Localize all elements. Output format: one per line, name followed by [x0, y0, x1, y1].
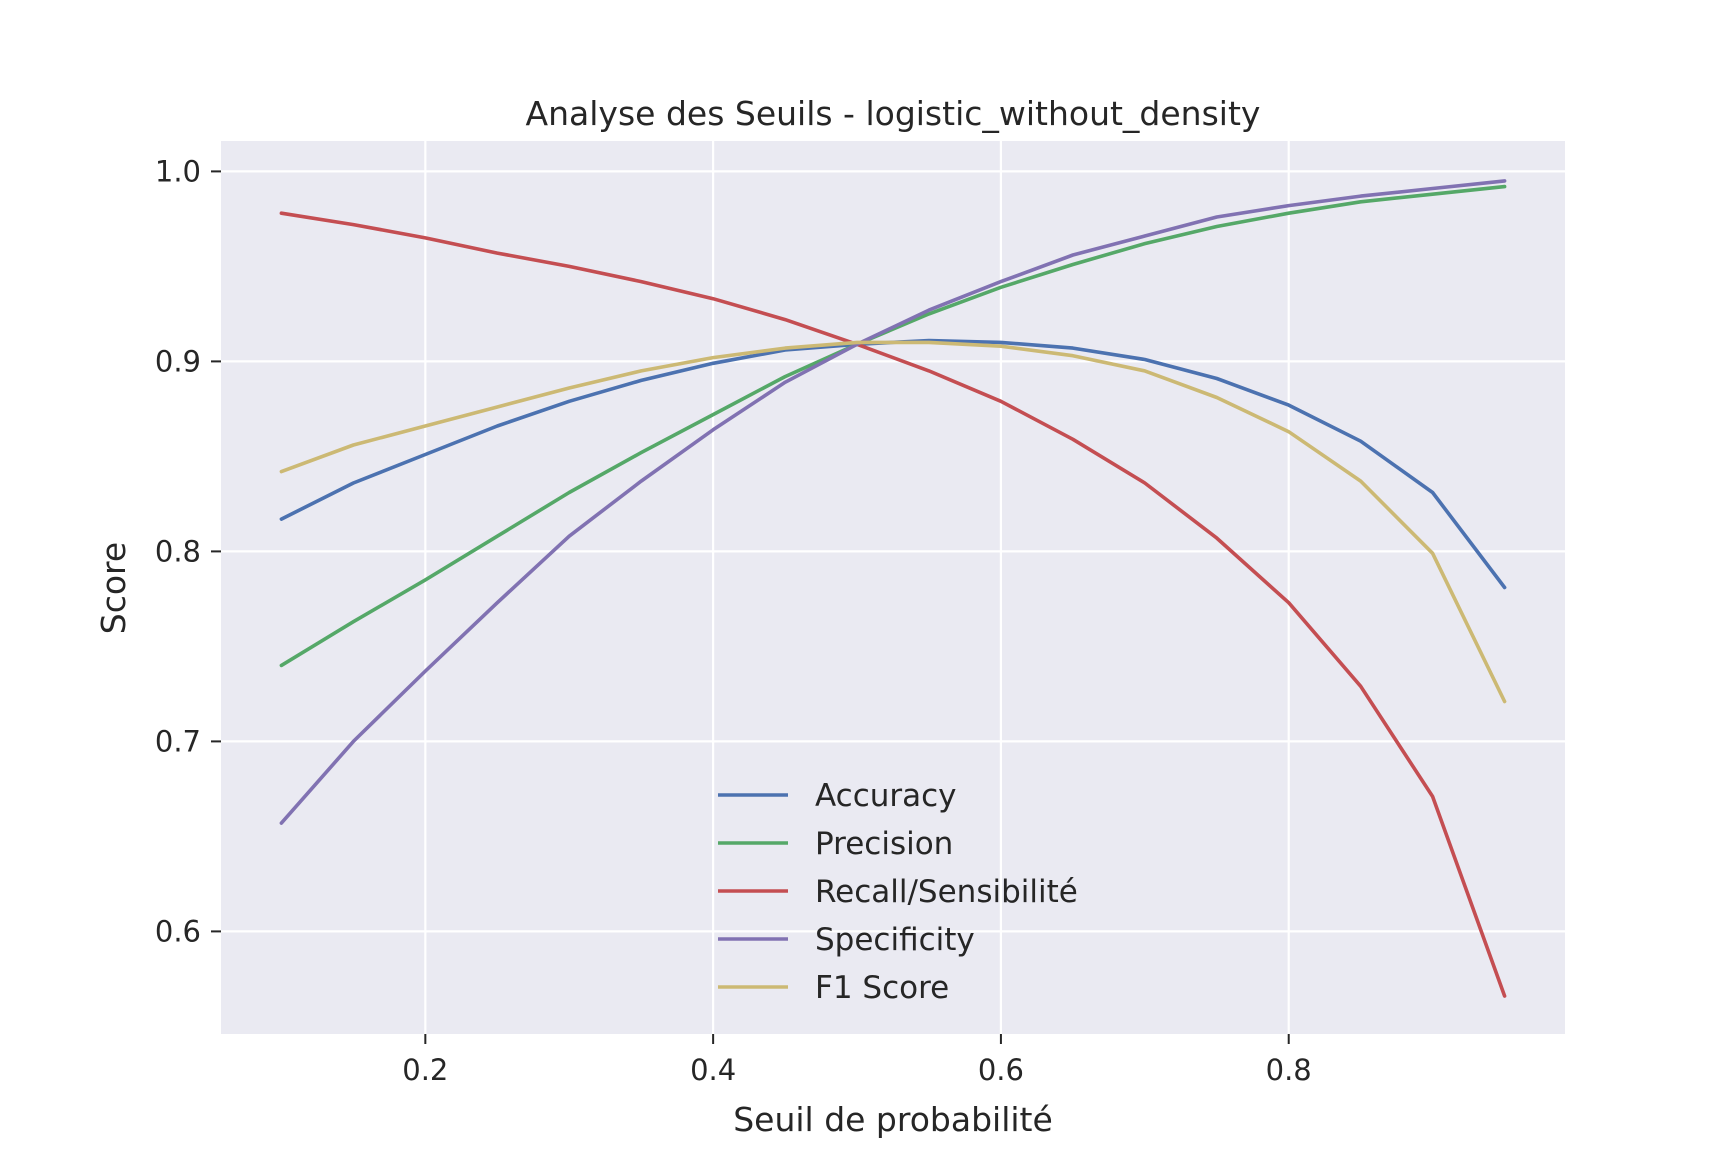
series-line-3: [279, 179, 1507, 825]
legend-label: Accuracy: [815, 778, 957, 814]
x-tick-label: 0.8: [1266, 1053, 1312, 1087]
y-axis-label: Score: [94, 542, 133, 634]
legend-label: F1 Score: [815, 970, 949, 1006]
tick-layer: 0.2 0.4 0.6 0.8 0.6 0.7 0.8 0.9 1.0: [155, 154, 1312, 1087]
series-line-4: [279, 340, 1507, 704]
x-tick-label: 0.4: [690, 1053, 736, 1087]
legend-label: Recall/Sensibilité: [815, 874, 1078, 910]
y-tick-label: 0.8: [155, 534, 201, 568]
series-line-2: [279, 211, 1507, 998]
legend: Accuracy Precision Recall/Sensibilité Speci…: [718, 778, 1078, 1006]
chart-title: Analyse des Seuils - logistic_without_de…: [526, 94, 1261, 133]
y-tick-label: 0.6: [155, 914, 201, 948]
series-layer: [279, 179, 1507, 998]
plot-area: [221, 141, 1565, 1034]
grid-layer: [221, 141, 1565, 1034]
legend-label: Precision: [815, 826, 953, 862]
x-axis-label: Seuil de probabilité: [733, 1100, 1053, 1139]
y-tick-label: 0.9: [155, 344, 201, 378]
legend-label: Specificity: [815, 922, 975, 958]
x-tick-label: 0.2: [402, 1053, 448, 1087]
y-tick-label: 1.0: [155, 154, 201, 188]
y-tick-label: 0.7: [155, 724, 201, 758]
x-tick-label: 0.6: [978, 1053, 1024, 1087]
